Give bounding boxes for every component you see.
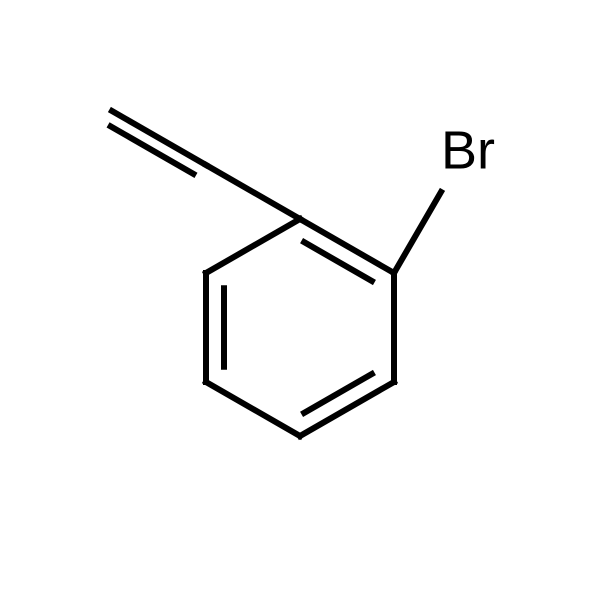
molecule-diagram: Br [0,0,600,600]
ring-inner-1 [304,374,372,413]
bond-5 [206,219,300,273]
bond-3 [206,382,300,436]
bond-8 [394,192,441,273]
bond-6 [206,165,300,219]
atom-label-br: Br [441,120,495,180]
ring-inner-2 [304,242,372,281]
